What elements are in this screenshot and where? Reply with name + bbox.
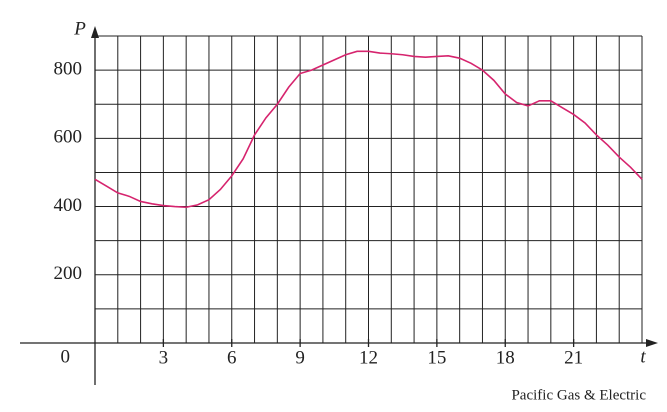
x-tick-label: 6 (227, 347, 237, 368)
x-axis-label: t (640, 346, 646, 367)
y-tick-label: 800 (54, 58, 83, 79)
y-tick-label: 400 (54, 195, 83, 216)
y-tick-label: 200 (54, 263, 83, 284)
y-tick-label: 600 (54, 127, 83, 148)
line (94, 50, 643, 209)
x-tick-label: 12 (359, 347, 378, 368)
y-axis-arrow (91, 26, 99, 38)
x-tick-label: 15 (427, 347, 446, 368)
y-axis-label: P (73, 18, 86, 39)
y-tick-label: 0 (61, 346, 71, 367)
x-tick-label: 21 (564, 347, 583, 368)
x-tick-label: 9 (295, 347, 305, 368)
source: Pacific Gas & Electric (511, 387, 646, 403)
x-tick-label: 18 (496, 347, 515, 368)
x-tick-label: 3 (159, 347, 169, 368)
x-axis-arrow (646, 339, 658, 347)
